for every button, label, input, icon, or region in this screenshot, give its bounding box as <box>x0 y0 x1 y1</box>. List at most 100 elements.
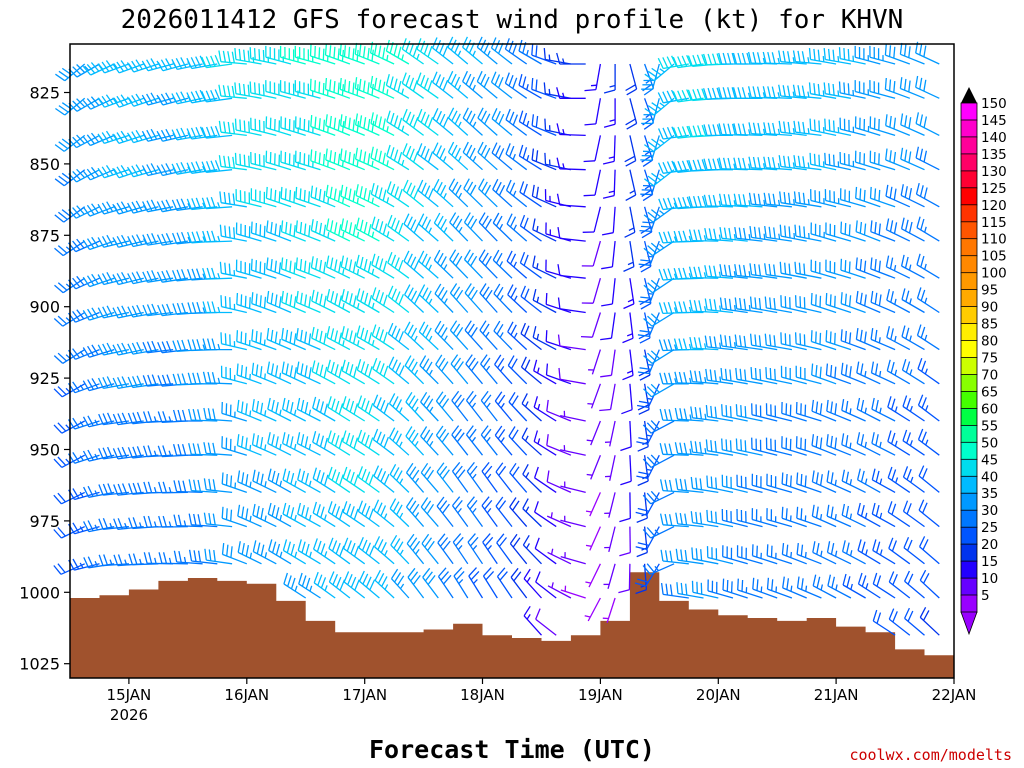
barb-flag <box>358 44 362 56</box>
barb-flag <box>479 283 487 294</box>
wind-barb <box>390 534 410 565</box>
barb-flag <box>545 363 549 376</box>
barb-flag <box>695 511 698 524</box>
barb-flag <box>188 443 192 455</box>
barb-flag <box>523 254 529 266</box>
barb-flag <box>679 512 683 525</box>
wind-barb <box>841 398 866 422</box>
barb-flag <box>783 155 786 168</box>
barb-flag <box>885 114 888 126</box>
barb-flag <box>342 501 348 513</box>
barb-flag <box>212 479 216 491</box>
barb-flag <box>659 408 664 421</box>
barb-flag <box>442 469 450 480</box>
barb-flag <box>465 39 472 51</box>
barb-flag <box>872 539 877 551</box>
barb-flag <box>338 366 343 378</box>
barb-flag <box>602 194 615 199</box>
barb-flag <box>72 240 81 251</box>
barb-flag <box>872 609 878 622</box>
y-tick-label: 1000 <box>19 583 60 602</box>
barb-flag <box>470 289 478 301</box>
barb-flag <box>412 117 419 129</box>
barb-flag <box>132 517 138 529</box>
wind-barb <box>432 142 454 171</box>
wind-barb <box>112 271 144 286</box>
barb-flag <box>470 218 478 230</box>
barb-flag <box>345 328 349 340</box>
barb-flag <box>687 89 694 101</box>
wind-barb <box>811 504 837 528</box>
wind-barb <box>283 572 307 599</box>
wind-barb <box>492 249 513 279</box>
wind-barb <box>532 218 557 242</box>
wind-barb <box>734 226 763 242</box>
barb-flag <box>136 375 143 387</box>
barb-flag <box>378 187 383 199</box>
barb-flag <box>334 364 339 376</box>
barb-flag <box>710 405 713 418</box>
barb-flag <box>378 150 382 163</box>
barb-half-flag <box>879 407 882 414</box>
wind-barb <box>113 483 144 496</box>
barb-flag <box>222 85 227 97</box>
barb-flag <box>722 52 727 65</box>
barb-flag <box>753 263 757 276</box>
barb-flag <box>218 50 222 62</box>
barb-flag <box>405 426 413 437</box>
barb-flag <box>759 368 762 381</box>
barb-half-flag <box>323 514 327 521</box>
barb-flag <box>204 548 207 561</box>
barb-flag <box>829 294 832 306</box>
barb-flag <box>205 56 212 68</box>
barb-half-flag <box>562 163 565 170</box>
wind-barb <box>869 80 896 99</box>
barb-flag <box>864 294 867 306</box>
barb-flag <box>180 269 187 281</box>
barb-flag <box>143 515 148 528</box>
barb-flag <box>454 394 462 405</box>
barb-flag <box>647 245 657 254</box>
barb-half-flag <box>308 480 312 487</box>
barb-flag <box>247 50 250 62</box>
barb-flag <box>161 233 168 245</box>
barb-half-flag <box>793 199 795 205</box>
barb-flag <box>905 290 910 302</box>
barb-flag <box>498 77 504 89</box>
barb-flag <box>323 366 328 379</box>
wind-barb <box>690 440 719 456</box>
barb-flag <box>128 483 134 495</box>
wind-barb <box>339 148 365 171</box>
barb-flag <box>830 365 833 377</box>
barb-flag <box>710 510 713 523</box>
barb-flag <box>680 549 683 561</box>
barb-flag <box>535 79 538 91</box>
barb-flag <box>345 361 350 374</box>
barb-flag <box>337 153 341 166</box>
barb-half-flag <box>371 302 375 309</box>
barb-flag <box>186 92 193 104</box>
barb-flag <box>201 161 207 173</box>
barb-flag <box>98 413 104 425</box>
wind-barb <box>811 363 837 385</box>
barb-flag <box>177 373 182 385</box>
wind-barb <box>236 292 262 314</box>
barb-flag <box>285 329 289 342</box>
barb-flag <box>692 196 698 208</box>
barb-half-flag <box>562 92 565 99</box>
barb-flag <box>660 583 664 595</box>
barb-flag <box>644 144 654 152</box>
barb-flag <box>762 86 767 98</box>
wind-barb <box>809 152 837 171</box>
wind-barb <box>810 330 837 351</box>
barb-flag <box>827 83 831 95</box>
barb-half-flag <box>458 192 463 199</box>
barb-flag <box>372 428 379 440</box>
barb-flag <box>875 470 880 483</box>
barb-flag <box>332 574 338 586</box>
barb-flag <box>348 259 353 271</box>
wind-barb <box>811 434 837 456</box>
wind-barb <box>401 72 424 99</box>
wind-barb <box>620 455 632 486</box>
colorbar-label: 55 <box>981 418 998 434</box>
